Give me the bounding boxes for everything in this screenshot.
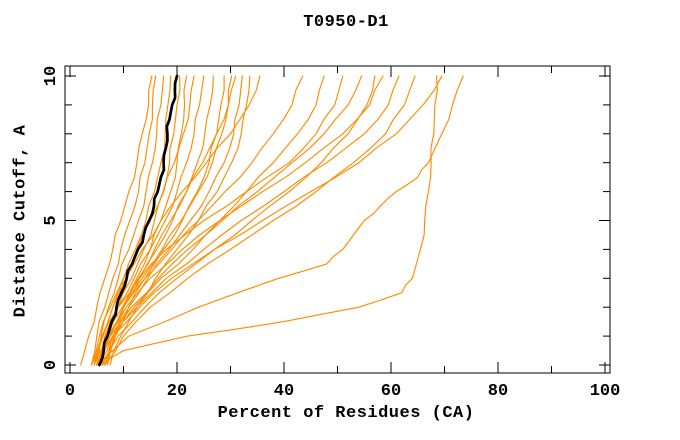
y-tick-label: 10 xyxy=(42,66,61,86)
model-curve xyxy=(90,75,157,366)
model-curve xyxy=(96,75,304,366)
x-tick-label: 100 xyxy=(590,382,621,401)
chart-title: T0950-D1 xyxy=(303,13,389,32)
x-tick-label: 80 xyxy=(488,382,508,401)
y-tick-label: 0 xyxy=(42,360,61,370)
model-curve xyxy=(90,75,344,366)
x-tick-label: 0 xyxy=(65,382,75,401)
y-axis-label: Distance Cutoff, A xyxy=(11,124,31,318)
plot-frame xyxy=(64,65,611,374)
model-curve xyxy=(93,75,384,366)
model-curve xyxy=(96,75,237,366)
model-curve xyxy=(96,75,464,366)
model-curve xyxy=(101,75,438,366)
x-tick-label: 40 xyxy=(274,382,294,401)
model-curve xyxy=(104,75,243,366)
model-curve xyxy=(93,75,261,366)
x-tick-label: 60 xyxy=(381,382,401,401)
model-curve xyxy=(96,75,363,366)
selected-model-curve xyxy=(98,74,179,367)
model-curve xyxy=(109,75,251,366)
model-curve xyxy=(90,75,195,366)
x-tick-label: 20 xyxy=(167,382,187,401)
model-curve xyxy=(96,75,443,366)
model-curve xyxy=(104,75,416,366)
x-axis-label: Percent of Residues (CA) xyxy=(217,404,475,423)
model-curve xyxy=(80,75,153,366)
model-curve xyxy=(101,75,376,366)
y-tick-label: 5 xyxy=(42,215,61,225)
model-curve xyxy=(98,75,400,366)
